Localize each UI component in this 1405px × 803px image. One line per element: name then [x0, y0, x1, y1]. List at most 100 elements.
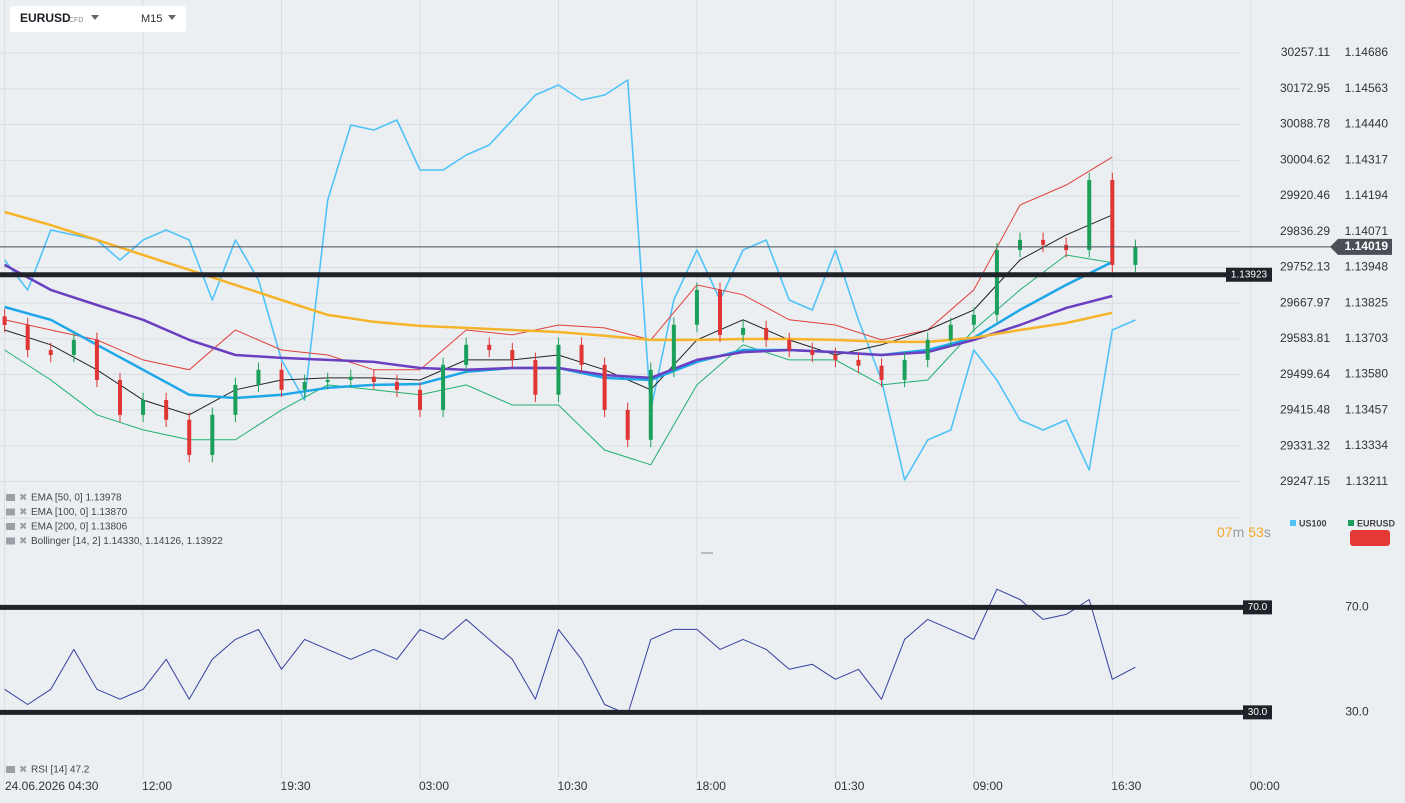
candle-body — [210, 414, 215, 455]
y2-tick-label: 29583.81 — [1280, 331, 1330, 345]
level-label-box — [1243, 705, 1272, 720]
candle-body — [741, 327, 746, 335]
candle-body — [2, 316, 7, 326]
candle-body — [856, 359, 861, 366]
x-tick-label: 18:00 — [696, 779, 726, 793]
y2-tick-label: 30088.78 — [1280, 117, 1330, 131]
countdown-unit: s — [1264, 524, 1271, 540]
legend-remove: ✖ — [19, 522, 27, 533]
y-tick-label: 1.13825 — [1345, 295, 1389, 309]
x-tick-label: 12:00 — [142, 779, 172, 793]
y-tick-label: 1.14317 — [1345, 152, 1389, 166]
legend-remove: ✖ — [19, 507, 27, 518]
candle-body — [671, 324, 676, 370]
legend-icon — [6, 766, 15, 773]
candle-body — [810, 350, 815, 355]
legend-label: US100 — [1299, 518, 1327, 528]
candle-body — [533, 359, 538, 395]
price-label-box — [1330, 238, 1392, 255]
candle-body — [1041, 239, 1046, 245]
candle-body — [1133, 246, 1138, 265]
candle-body — [441, 364, 446, 410]
y-tick-label: 1.13580 — [1345, 367, 1389, 381]
y-tick-label: 1.14194 — [1345, 188, 1389, 202]
x-tick-label: 10:30 — [557, 779, 587, 793]
candle-body — [556, 344, 561, 395]
candle-body — [602, 364, 607, 410]
panel-resizer[interactable] — [701, 552, 713, 554]
legend-swatch — [1290, 520, 1296, 526]
countdown-minutes: 07 — [1217, 524, 1233, 540]
symbol-selector[interactable] — [10, 6, 186, 32]
candle-body — [902, 359, 907, 380]
candle-body — [256, 369, 261, 385]
candle-body — [302, 381, 307, 390]
indicator-line — [4, 588, 1136, 715]
legend-icon — [6, 494, 15, 501]
level-label-box — [1243, 600, 1272, 615]
candle-body — [233, 384, 238, 415]
y2-tick-label: 29667.97 — [1280, 295, 1330, 309]
symbol: EURUSD — [20, 11, 71, 25]
candle-body — [164, 400, 169, 420]
y2-tick-label: 29499.64 — [1280, 367, 1330, 381]
candle-body — [971, 314, 976, 325]
candle-body — [71, 339, 76, 355]
candle-body — [141, 400, 146, 415]
legend-remove: ✖ — [19, 536, 27, 547]
y-tick-label: 1.13948 — [1345, 260, 1389, 274]
candle-body — [787, 339, 792, 351]
dropdown-arrow — [168, 15, 176, 20]
candle-body — [879, 365, 884, 380]
price-label: 1.14019 — [1345, 239, 1389, 253]
candle-body — [394, 381, 399, 390]
candle-body — [694, 289, 699, 325]
y-tick-label: 1.14686 — [1345, 45, 1389, 59]
y2-tick-label: 29836.29 — [1280, 224, 1330, 238]
x-tick-label: 24.06.2026 04:30 — [5, 779, 99, 793]
dropdown-arrow — [91, 15, 99, 20]
y-tick-label: 1.13211 — [1346, 474, 1389, 488]
candle-body — [579, 344, 584, 365]
y-tick-label: 1.13457 — [1345, 402, 1389, 416]
candle-body — [25, 325, 30, 351]
candle-body — [464, 344, 469, 365]
legend-label: Bollinger [14, 2] 1.14330, 1.14126, 1.13… — [31, 536, 223, 547]
secondary-line — [3, 79, 1136, 481]
x-tick-label: 19:30 — [281, 779, 311, 793]
y2-tick-label: 29331.32 — [1280, 438, 1330, 452]
x-tick-label: 16:30 — [1111, 779, 1141, 793]
trade-button[interactable] — [1350, 530, 1390, 546]
y2-tick-label: 29415.48 — [1280, 403, 1330, 417]
candle-body — [279, 369, 284, 390]
candle-body — [1110, 180, 1115, 265]
price-label-box — [1226, 267, 1272, 282]
candle-body — [94, 339, 99, 380]
candle-body — [833, 354, 838, 360]
y-tick-label: 1.14440 — [1345, 117, 1389, 131]
legend-icon — [6, 523, 15, 530]
price-label: 1.13923 — [1231, 269, 1268, 280]
grid — [0, 0, 1252, 778]
plot-area — [2, 79, 1138, 715]
timeframe[interactable]: M15 — [141, 13, 162, 25]
candle-body — [994, 250, 999, 315]
y-tick-label: 1.14563 — [1345, 81, 1389, 95]
candle-body — [1064, 244, 1069, 251]
y-tick-label: 30.0 — [1345, 705, 1369, 719]
candle-body — [1087, 180, 1092, 251]
level-label: 30.0 — [1248, 707, 1268, 718]
legend-icon — [6, 508, 15, 516]
candle-body — [418, 389, 422, 410]
y-tick-label: 1.13703 — [1345, 331, 1389, 345]
countdown: 07m 53s — [1217, 524, 1271, 540]
candle-body — [925, 339, 930, 360]
candle-body — [948, 324, 953, 340]
overlay: 24.06.2026 04:30 12:00 19:30 03:00 10:30 18:0… — [0, 45, 1396, 793]
x-tick-label: 00:00 — [1250, 779, 1280, 793]
candle-body — [118, 379, 122, 415]
candle-body — [325, 379, 330, 382]
candle-body — [371, 376, 376, 382]
